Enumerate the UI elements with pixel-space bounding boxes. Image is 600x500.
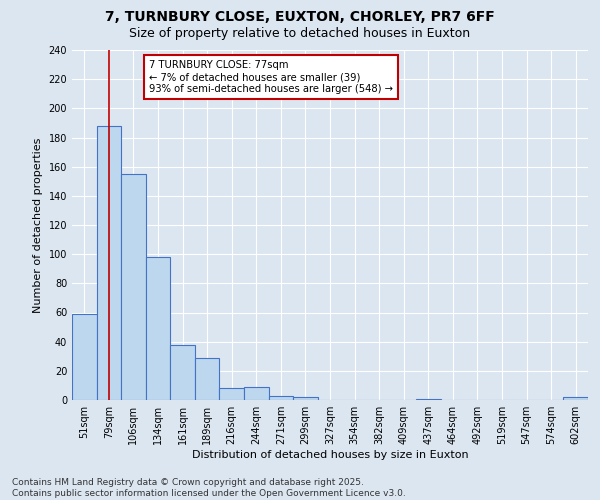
Bar: [293, 397, 318, 400]
Bar: [563, 397, 588, 400]
Bar: [244, 387, 269, 400]
X-axis label: Distribution of detached houses by size in Euxton: Distribution of detached houses by size …: [191, 450, 469, 460]
Bar: [269, 396, 293, 400]
Y-axis label: Number of detached properties: Number of detached properties: [33, 138, 43, 312]
Bar: [72, 314, 97, 400]
Bar: [97, 126, 121, 400]
Bar: [146, 257, 170, 400]
Text: Size of property relative to detached houses in Euxton: Size of property relative to detached ho…: [130, 28, 470, 40]
Bar: [416, 398, 440, 400]
Bar: [220, 388, 244, 400]
Text: Contains HM Land Registry data © Crown copyright and database right 2025.
Contai: Contains HM Land Registry data © Crown c…: [12, 478, 406, 498]
Bar: [170, 344, 195, 400]
Bar: [121, 174, 146, 400]
Bar: [195, 358, 220, 400]
Text: 7, TURNBURY CLOSE, EUXTON, CHORLEY, PR7 6FF: 7, TURNBURY CLOSE, EUXTON, CHORLEY, PR7 …: [105, 10, 495, 24]
Text: 7 TURNBURY CLOSE: 77sqm
← 7% of detached houses are smaller (39)
93% of semi-det: 7 TURNBURY CLOSE: 77sqm ← 7% of detached…: [149, 60, 394, 94]
